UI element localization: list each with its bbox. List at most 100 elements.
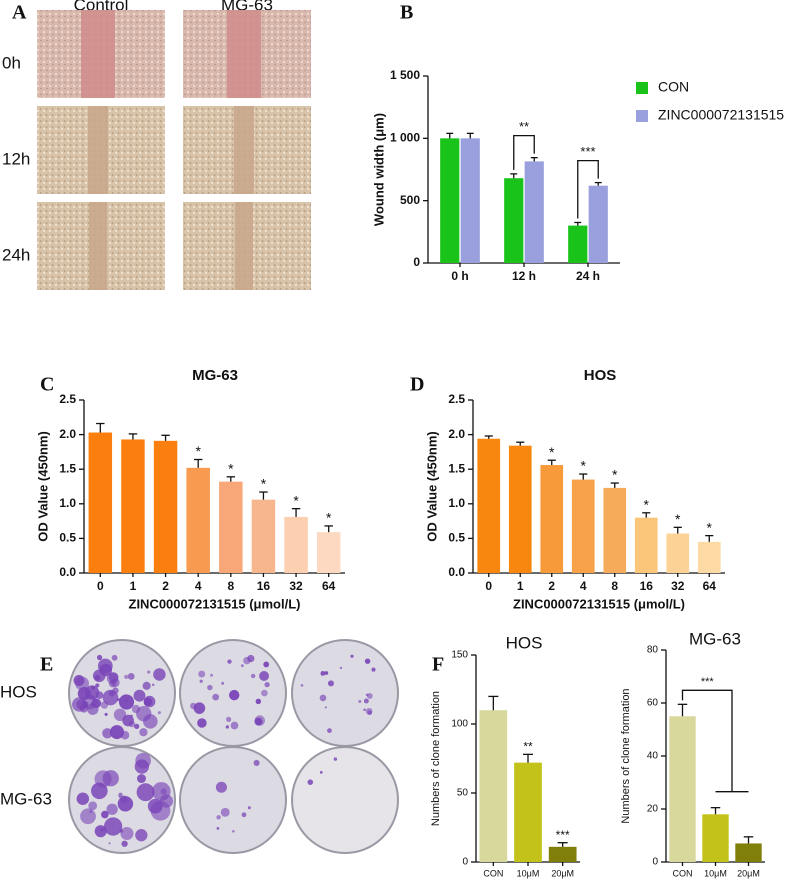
colony <box>130 714 133 718</box>
bar <box>504 178 524 263</box>
bar <box>603 487 627 573</box>
chart-title: MG-63 <box>689 629 741 648</box>
colony <box>363 698 369 704</box>
x-tick-label: 10μM <box>517 868 540 878</box>
row-label: MG-63 <box>0 789 52 808</box>
colony <box>261 689 268 697</box>
y-tick-label: 1 500 <box>390 68 420 82</box>
colony <box>264 681 270 688</box>
y-tick-label: 2.5 <box>448 392 465 406</box>
colony <box>119 829 124 833</box>
significance: * <box>261 476 267 492</box>
colony <box>134 723 140 730</box>
y-tick-label: 40 <box>647 751 659 762</box>
colony <box>365 693 369 697</box>
significance: * <box>195 443 201 459</box>
x-tick-label: 1 <box>517 579 524 593</box>
x-tick-label: 8 <box>611 579 618 593</box>
y-axis-label: Numbers of clone formation <box>620 688 632 823</box>
colony <box>198 670 206 678</box>
colony <box>241 812 247 818</box>
bar <box>588 185 608 263</box>
y-tick-label: 2.5 <box>59 392 76 406</box>
colony <box>91 782 108 800</box>
colony <box>109 725 124 740</box>
colony <box>319 694 327 702</box>
bar <box>316 532 341 573</box>
colony <box>143 714 158 729</box>
colony <box>124 674 129 680</box>
y-tick-label: 1.0 <box>59 496 76 510</box>
colony <box>139 728 148 737</box>
colony <box>327 680 334 687</box>
colony <box>106 803 118 815</box>
y-tick-label: 0.5 <box>59 531 76 545</box>
significance: * <box>549 444 555 460</box>
bracket <box>577 159 599 219</box>
row-label: HOS <box>0 682 37 701</box>
colony <box>247 806 251 810</box>
y-tick-label: 100 <box>451 719 468 730</box>
colony <box>212 693 220 701</box>
y-tick-label: 500 <box>400 193 420 207</box>
bar <box>548 846 577 862</box>
colony <box>151 683 155 687</box>
colony <box>216 815 221 820</box>
panel-label: C <box>40 374 54 396</box>
x-tick-label: 20μM <box>551 868 574 878</box>
colony <box>254 717 263 726</box>
colony <box>363 708 366 712</box>
colony <box>230 721 239 730</box>
colony <box>111 654 118 661</box>
colony <box>207 684 213 691</box>
x-axis-label: ZINC000072131515 (μmol/L) <box>513 596 685 611</box>
y-tick-label: 150 <box>451 650 468 661</box>
culture-plate <box>179 746 287 854</box>
colony <box>142 681 151 690</box>
legend-label: CON <box>658 79 689 95</box>
x-tick-label: 2 <box>548 579 555 593</box>
colony <box>243 656 251 665</box>
colony <box>320 671 326 676</box>
legend-label: ZINC000072131515 <box>658 107 784 123</box>
colony <box>225 725 229 729</box>
legend-swatch <box>636 110 648 122</box>
colony <box>102 689 119 706</box>
wound-gap <box>81 10 115 98</box>
colony <box>135 829 148 842</box>
chart-title: HOS <box>584 367 617 384</box>
significance: *** <box>701 676 715 688</box>
colony <box>143 697 153 706</box>
bar <box>568 225 588 263</box>
significance: * <box>644 496 650 512</box>
colony <box>232 829 235 833</box>
colony <box>327 728 332 733</box>
colony <box>76 792 90 806</box>
y-tick-label: 0 <box>652 857 658 868</box>
y-tick-label: 2.0 <box>448 427 465 441</box>
colony <box>82 694 98 710</box>
y-tick-label: 0.0 <box>448 565 465 579</box>
colony <box>147 670 151 674</box>
colony <box>134 759 150 774</box>
y-axis-label: Wound width (μm) <box>371 113 386 226</box>
y-tick-label: 20 <box>647 804 659 815</box>
x-tick-label: 2 <box>162 579 169 593</box>
colony <box>263 661 270 668</box>
colony <box>88 801 98 811</box>
bar <box>514 762 542 862</box>
bar <box>571 479 595 573</box>
colony <box>319 771 323 774</box>
bar <box>460 138 480 263</box>
legend-swatch <box>636 82 648 94</box>
x-tick-label: 1 <box>130 579 137 593</box>
y-tick-label: 1.5 <box>59 461 76 475</box>
significance: * <box>581 458 587 474</box>
x-tick-label: 24 h <box>576 269 600 283</box>
culture-plate <box>291 746 399 854</box>
x-tick-label: CON <box>673 868 693 878</box>
x-tick-label: 0 h <box>451 269 468 283</box>
colony <box>80 808 96 825</box>
bar <box>634 517 658 573</box>
y-tick-label: 50 <box>457 788 469 799</box>
